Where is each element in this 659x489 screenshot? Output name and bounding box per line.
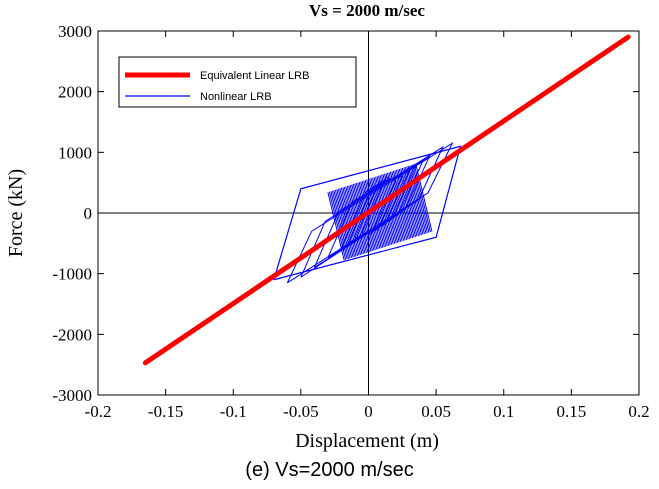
nonlinear-core-stroke [400,168,418,237]
y-tick-label: 0 [84,204,93,223]
nonlinear-core-stroke [337,188,356,257]
x-tick-label: 0.05 [421,402,451,421]
legend-label-nonlinear: Nonlinear LRB [200,91,272,103]
nonlinear-core-stroke [375,176,393,245]
y-tick-label: -3000 [52,386,92,405]
x-tick-label: -0.05 [283,402,318,421]
nonlinear-core-stroke [406,166,424,235]
x-tick-label: 0.15 [557,402,587,421]
nonlinear-core-stroke [372,177,390,246]
nonlinear-core-stroke [330,191,348,260]
nonlinear-core-stroke [389,171,408,240]
nonlinear-core-stroke [328,191,347,260]
nonlinear-core-stroke [413,163,431,233]
legend: Equivalent Linear LRB Nonlinear LRB [118,56,357,108]
y-tick-label: -1000 [52,265,92,284]
nonlinear-core-stroke [370,178,388,247]
nonlinear-core-stroke [397,169,415,238]
axis-ticks: -0.2 -0.15 -0.1 -0.05 0 0.05 0.1 0.15 0.2 -3000 -2… [52,22,649,421]
nonlinear-core-stroke [391,171,409,240]
legend-label-equivalent: Equivalent Linear LRB [200,70,309,82]
nonlinear-core-stroke [334,189,353,258]
nonlinear-core-stroke [403,167,421,236]
nonlinear-core-stroke [369,178,387,247]
nonlinear-core-stroke [407,165,425,235]
nonlinear-core-stroke [333,190,351,259]
nonlinear-core-stroke [380,174,399,243]
x-axis-title: Displacement (m) [295,430,439,452]
nonlinear-core-stroke [366,179,384,248]
nonlinear-core-stroke [404,166,423,236]
nonlinear-core-stroke [398,168,417,238]
nonlinear-core-stroke [327,192,345,261]
y-tick-label: 2000 [58,83,92,102]
nonlinear-core-stroke [401,167,420,237]
x-tick-label: 0 [364,402,373,421]
nonlinear-core-stroke [331,190,350,259]
nonlinear-core-stroke [360,181,378,250]
nonlinear-core-stroke [376,176,394,245]
nonlinear-core-stroke [385,173,403,242]
nonlinear-core-stroke [367,179,385,248]
nonlinear-core-stroke [410,164,428,234]
figure-caption: (e) Vs=2000 m/sec [245,459,414,481]
nonlinear-envelope [273,145,462,281]
nonlinear-core-stroke [415,163,433,232]
nonlinear-core-stroke [339,188,357,257]
hysteresis-chart: Vs = 2000 m/sec -0.2 -0.15 -0.1 -0.05 0 0.05 0… [5,1,650,452]
series-layer [142,34,631,366]
x-tick-label: -0.1 [220,402,247,421]
nonlinear-core-stroke [336,189,354,258]
nonlinear-core-stroke [386,172,405,241]
nonlinear-core-stroke [395,169,414,238]
nonlinear-core-stroke [379,175,397,244]
nonlinear-core-stroke [364,180,382,249]
y-tick-label: 3000 [58,22,92,41]
nonlinear-core-stroke [382,174,400,243]
nonlinear-core-stroke [361,180,379,250]
nonlinear-core-stroke [373,177,391,246]
x-tick-label: -0.15 [148,402,183,421]
x-tick-label: -0.2 [85,402,112,421]
y-tick-label: 1000 [58,143,92,162]
nonlinear-core-stroke [388,172,406,241]
nonlinear-core-stroke [394,170,412,239]
y-tick-label: -2000 [52,325,92,344]
nonlinear-core-stroke [412,164,430,233]
x-tick-label: 0.1 [493,402,514,421]
equivalent-linear-line [142,34,631,366]
y-axis-title: Force (kN) [5,169,27,257]
nonlinear-core-stroke [392,170,411,239]
legend-box [118,56,357,108]
nonlinear-core-stroke [378,175,396,244]
nonlinear-core-stroke [383,173,402,242]
chart-title: Vs = 2000 m/sec [309,1,425,20]
nonlinear-core-stroke [340,187,359,256]
nonlinear-core-stroke [363,180,381,249]
nonlinear-core-stroke [409,165,427,234]
x-tick-label: 0.2 [628,402,649,421]
